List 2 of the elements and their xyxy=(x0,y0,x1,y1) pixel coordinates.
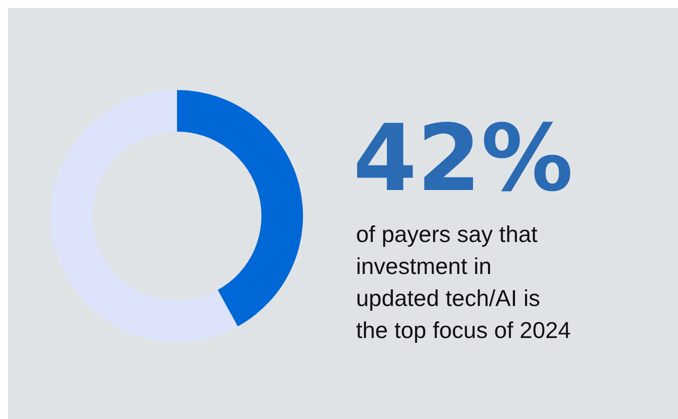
data-label: 42% xyxy=(353,105,574,212)
text: of payers say that investment in updated tech/AI is the top focus of 2024 xyxy=(356,221,572,343)
